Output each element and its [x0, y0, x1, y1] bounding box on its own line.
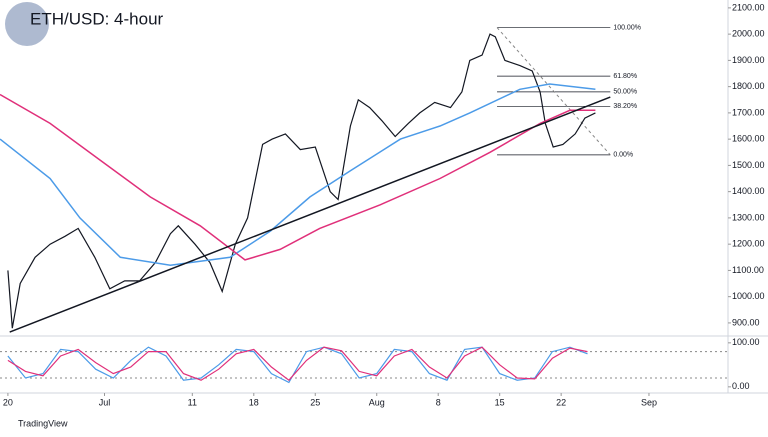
oscillator-line [7, 346, 588, 384]
y-tick-label: 0.00 [732, 381, 750, 391]
fib-label: 61.80% [613, 73, 637, 80]
y-tick-label: 900.00 [732, 317, 760, 327]
x-tick-label: 22 [556, 397, 566, 407]
x-tick-label: Sep [641, 397, 657, 407]
fib-label: 100.00% [613, 24, 641, 31]
y-tick-label: 100.00 [732, 337, 760, 347]
price-line [0, 83, 596, 266]
x-tick-label: 8 [436, 397, 441, 407]
x-tick-label: 20 [3, 397, 13, 407]
fib-label: 50.00% [613, 89, 637, 96]
fib-label: 0.00% [613, 152, 633, 159]
logo [5, 2, 49, 46]
y-tick-label: 1400.00 [732, 186, 765, 196]
y-tick-label: 2000.00 [732, 29, 765, 39]
x-tick-label: 15 [495, 397, 505, 407]
price-line [7, 33, 596, 329]
footer: TradingView [18, 418, 68, 428]
y-tick-label: 1900.00 [732, 55, 765, 65]
y-tick-label: 1600.00 [732, 134, 765, 144]
fib-diagonal [496, 27, 611, 156]
x-tick-label: 25 [310, 397, 320, 407]
y-tick-label: 1000.00 [732, 291, 765, 301]
x-tick-label: Jul [99, 397, 111, 407]
x-tick-label: Aug [369, 397, 385, 407]
fib-label: 38.20% [613, 103, 637, 110]
x-tick-label: 18 [249, 397, 259, 407]
x-tick-label: 11 [188, 397, 197, 407]
y-tick-label: 1300.00 [732, 212, 765, 222]
y-tick-label: 1100.00 [732, 265, 764, 275]
trendline [9, 96, 611, 333]
y-tick-label: 1700.00 [732, 107, 765, 117]
chart-title: ETH/USD: 4-hour [30, 9, 164, 28]
y-tick-label: 1200.00 [732, 239, 765, 249]
oscillator-line [7, 346, 588, 382]
y-tick-label: 2100.00 [732, 2, 765, 12]
y-tick-label: 1800.00 [732, 81, 765, 91]
y-tick-label: 1500.00 [732, 160, 765, 170]
